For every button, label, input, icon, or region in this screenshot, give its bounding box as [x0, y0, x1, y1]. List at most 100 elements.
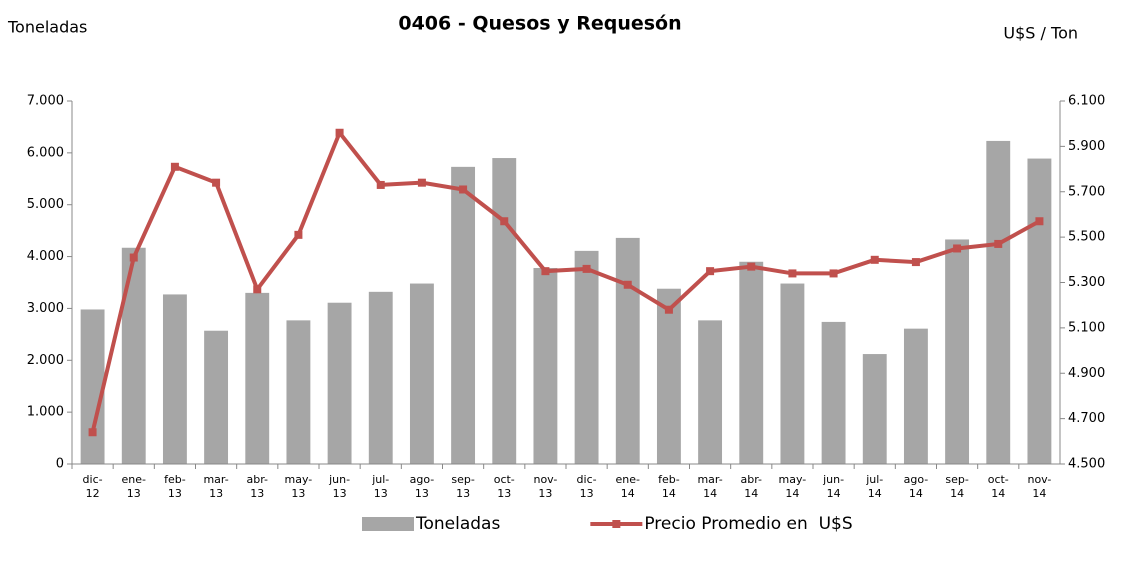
- line-marker: [459, 185, 468, 194]
- x-tick-label-part: may-: [285, 473, 313, 486]
- x-tick-label-part: may-: [779, 473, 807, 486]
- bar: [245, 292, 270, 464]
- y2-tick-label: 5.100: [1068, 320, 1105, 335]
- line-marker: [376, 180, 385, 189]
- x-tick-label-part: 14: [621, 487, 635, 500]
- legend-label: Precio Promedio en U$S: [644, 514, 852, 534]
- x-tick-label: abr-13: [246, 473, 268, 500]
- y2-tick-label: 5.900: [1068, 139, 1105, 154]
- legend-swatch: [362, 517, 414, 531]
- y-tick-label: 0: [56, 457, 64, 472]
- bar: [862, 354, 887, 464]
- x-tick-label-part: ene-: [616, 473, 641, 486]
- line-marker: [706, 267, 715, 276]
- x-tick-label-part: nov-: [533, 473, 557, 486]
- line-marker: [623, 280, 632, 289]
- x-tick-label: feb-14: [658, 473, 680, 500]
- bar: [327, 302, 352, 464]
- bar: [986, 140, 1011, 464]
- x-tick-label-part: abr-: [740, 473, 762, 486]
- y-tick-label: 4.000: [27, 249, 64, 264]
- bar: [739, 261, 764, 464]
- line-marker: [911, 258, 920, 267]
- x-tick-label-part: 13: [456, 487, 470, 500]
- y2-tick-label: 6.100: [1068, 94, 1105, 109]
- x-tick-label-part: 14: [909, 487, 923, 500]
- line-marker: [253, 285, 262, 294]
- bar: [780, 283, 805, 464]
- x-tick-label-part: sep-: [945, 473, 968, 486]
- x-tick-label-part: 14: [827, 487, 841, 500]
- x-tick-label-part: dic-: [83, 473, 103, 486]
- x-tick-label: jul-14: [865, 473, 883, 500]
- x-tick-label: mar-13: [203, 473, 228, 500]
- x-tick-label-part: 14: [991, 487, 1005, 500]
- bar: [656, 288, 681, 464]
- line-marker: [664, 305, 673, 314]
- x-tick-label-part: ago-: [904, 473, 929, 486]
- bar: [574, 250, 599, 464]
- line-marker: [88, 428, 97, 437]
- x-tick-label: ago-14: [904, 473, 929, 500]
- x-tick-label: may-14: [779, 473, 807, 500]
- x-tick-label-part: 13: [250, 487, 264, 500]
- x-tick-label-part: nov-: [1027, 473, 1051, 486]
- x-tick-label: ene-13: [122, 473, 147, 500]
- line-marker: [335, 128, 344, 137]
- legend-label: Toneladas: [415, 514, 500, 534]
- y-tick-label: 3.000: [27, 301, 64, 316]
- bar: [368, 291, 393, 464]
- y-tick-label: 7.000: [27, 94, 64, 109]
- bar: [451, 166, 476, 464]
- y2-tick-label: 5.300: [1068, 275, 1105, 290]
- bar: [204, 330, 229, 464]
- bar: [945, 239, 970, 464]
- line: [90, 128, 1041, 433]
- x-tick-label-part: 14: [662, 487, 676, 500]
- x-tick-label: abr-14: [740, 473, 762, 500]
- bar: [286, 320, 311, 464]
- x-tick-label-part: oct-: [988, 473, 1009, 486]
- bar: [492, 158, 517, 465]
- x-tick-label: may-13: [285, 473, 313, 500]
- x-tick-label: nov-14: [1027, 473, 1051, 500]
- x-tick-label-part: 13: [497, 487, 511, 500]
- bar: [821, 321, 846, 464]
- y2-tick-label: 4.900: [1068, 366, 1105, 381]
- y2-axis-label: U$S / Ton: [1003, 24, 1078, 43]
- x-tick-label: dic-13: [577, 473, 597, 500]
- x-tick-label-part: ene-: [122, 473, 147, 486]
- x-tick-label-part: jun-: [328, 473, 350, 486]
- x-tick-label-part: sep-: [451, 473, 474, 486]
- y-tick-label: 5.000: [27, 197, 64, 212]
- line-marker: [129, 253, 138, 262]
- line-marker: [582, 264, 591, 273]
- x-tick-label-part: feb-: [658, 473, 680, 486]
- x-tick-label: oct-13: [494, 473, 515, 500]
- x-tick-label: nov-13: [533, 473, 557, 500]
- x-tick-label-part: 13: [415, 487, 429, 500]
- x-tick-label-part: 14: [868, 487, 882, 500]
- x-tick-label: sep-14: [945, 473, 968, 500]
- x-tick-label: mar-14: [697, 473, 722, 500]
- line-marker: [1035, 217, 1044, 226]
- line-marker: [212, 178, 221, 187]
- bar: [615, 237, 640, 464]
- bar: [1027, 158, 1052, 464]
- bar: [698, 320, 723, 464]
- x-tick-label-part: 14: [950, 487, 964, 500]
- line-marker: [994, 239, 1003, 248]
- y2-tick-label: 4.500: [1068, 457, 1105, 472]
- line-marker: [788, 269, 797, 278]
- x-tick-label-part: 13: [168, 487, 182, 500]
- line-marker: [500, 217, 509, 226]
- x-tick-label-part: jul-: [865, 473, 883, 486]
- legend-swatch-marker: [612, 520, 621, 528]
- y-axis-label: Toneladas: [7, 18, 87, 37]
- x-tick-label-part: 13: [580, 487, 594, 500]
- y2-tick-label: 4.700: [1068, 411, 1105, 426]
- x-tick-label-part: 14: [703, 487, 717, 500]
- line-marker: [870, 255, 879, 264]
- x-tick-label: jul-13: [371, 473, 389, 500]
- bar: [903, 328, 928, 464]
